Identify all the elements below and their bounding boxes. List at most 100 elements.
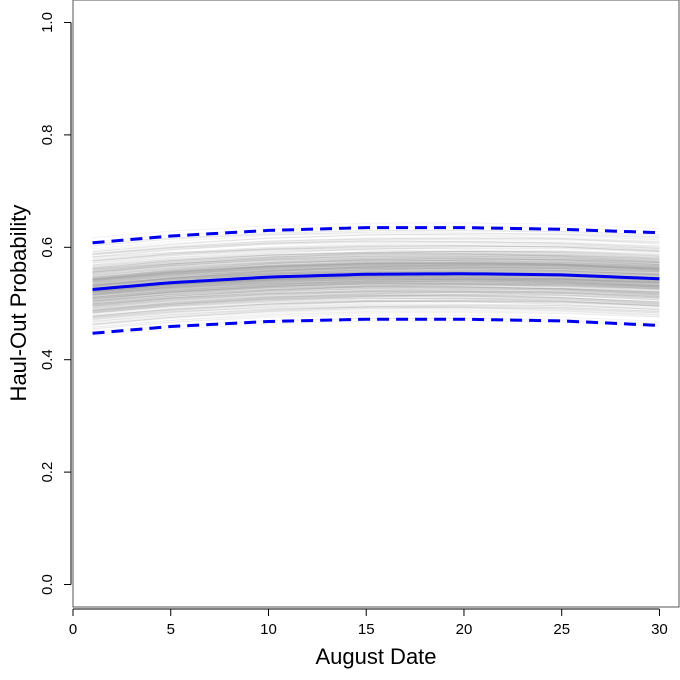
sample-line [92,254,660,274]
sample-line [92,238,660,253]
sample-line [92,298,660,314]
sample-line [92,286,660,299]
sample-line [92,267,660,289]
sample-line [92,285,660,299]
sample-line [92,255,660,271]
sample-line [92,286,660,302]
sample-line [92,251,660,273]
sample-line [92,259,660,281]
sample-line [92,310,660,328]
sample-line [92,277,660,297]
sample-line [92,276,660,295]
sample-line [92,279,660,303]
sample-line [92,263,660,287]
sample-line [92,263,660,282]
sample-line [92,300,660,319]
sample-line [92,294,660,314]
sample-line [92,261,660,279]
sample-line [92,280,660,298]
sample-line [92,283,660,305]
sample-line [92,240,660,255]
sample-line [92,255,660,273]
sample-line [92,307,660,325]
sample-line [92,297,660,313]
sample-line [92,251,660,269]
sample-line [92,277,660,291]
sample-line [92,297,660,311]
sample-line [92,288,660,303]
sample-line [92,286,660,302]
sample-line [92,278,660,301]
sample-line [92,230,660,250]
sample-line [92,305,660,324]
sample-line [92,262,660,279]
sample-line [92,278,660,294]
sample-line [92,289,660,310]
sample-line [92,282,660,300]
sample-line [92,262,660,276]
sample-line [92,300,660,318]
x-tick-label: 5 [167,621,175,638]
sample-line [92,286,660,302]
sample-line [92,245,660,262]
y-axis: 0.0 0.2 0.4 0.6 0.8 1.0 [39,12,72,595]
sample-line [92,259,660,284]
sample-line [92,294,660,309]
sample-line [92,267,660,290]
sample-line [92,247,660,266]
sample-line [92,277,660,293]
sample-line [92,287,660,306]
posterior-sample-lines [92,222,660,337]
sample-line [92,282,660,300]
sample-line [92,253,660,270]
sample-line [92,307,660,325]
y-tick-label: 0.4 [39,349,56,370]
sample-line [92,233,660,245]
sample-line [92,295,660,311]
sample-line [92,279,660,300]
sample-line [92,261,660,282]
sample-line [92,293,660,305]
x-tick-label: 20 [456,621,473,638]
sample-line [92,268,660,283]
sample-line [92,268,660,283]
sample-line [92,288,660,303]
sample-line [92,258,660,278]
sample-line [92,299,660,312]
sample-line [92,253,660,270]
sample-line [92,277,660,291]
sample-line [92,281,660,298]
sample-line [92,306,660,325]
sample-line [92,279,660,296]
sample-line [92,266,660,281]
sample-line [92,265,660,283]
y-tick-label: 0.6 [39,237,56,258]
sample-line [92,296,660,310]
sample-line [92,292,660,314]
sample-line [92,278,660,299]
sample-line [92,288,660,303]
sample-line [92,299,660,317]
sample-line [92,269,660,289]
sample-line [92,255,660,271]
sample-line [92,275,660,293]
sample-line [92,276,660,292]
sample-line [92,283,660,306]
sample-line [92,265,660,287]
sample-line [92,282,660,296]
sample-line [92,259,660,282]
sample-line [92,277,660,301]
sample-line [92,280,660,296]
sample-line [92,297,660,313]
sample-line [92,261,660,280]
sample-line [92,278,660,293]
sample-line [92,261,660,281]
sample-line [92,267,660,288]
sample-line [92,252,660,266]
sample-line [92,250,660,269]
sample-line [92,312,660,330]
sample-line [92,255,660,273]
x-tick-label: 0 [69,621,77,638]
sample-line [92,290,660,315]
sample-line [92,279,660,296]
